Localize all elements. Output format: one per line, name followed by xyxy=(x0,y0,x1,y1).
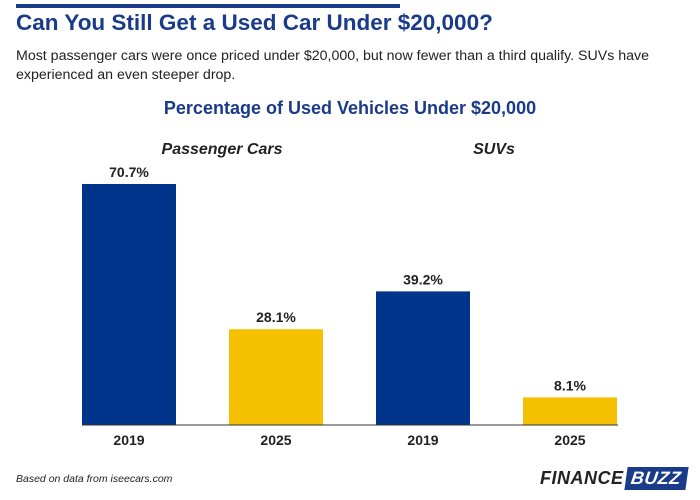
data-label-passenger-cars-2025: 28.1% xyxy=(256,309,296,325)
logo-buzz-text: BUZZ xyxy=(623,466,689,490)
chart-title: Percentage of Used Vehicles Under $20,00… xyxy=(163,98,537,118)
page-subtitle: Most passenger cars were once priced und… xyxy=(16,48,650,83)
x-tick-label-passenger-cars-2019: 2019 xyxy=(113,432,144,448)
financebuzz-logo: FINANCE BUZZ xyxy=(540,466,689,490)
logo-finance-text: FINANCE xyxy=(540,467,624,488)
group-label-passenger-cars: Passenger Cars xyxy=(162,141,283,158)
group-label-suvs: SUVs xyxy=(473,141,515,158)
bar-suvs-2019 xyxy=(376,291,470,425)
x-tick-label-passenger-cars-2025: 2025 xyxy=(260,432,291,448)
x-tick-label-suvs-2019: 2019 xyxy=(407,432,438,448)
title-accent-rule xyxy=(16,4,400,8)
page-title: Can You Still Get a Used Car Under $20,0… xyxy=(16,10,493,35)
data-label-suvs-2019: 39.2% xyxy=(403,271,443,287)
x-tick-label-suvs-2025: 2025 xyxy=(554,432,585,448)
source-note: Based on data from iseecars.com xyxy=(16,473,173,485)
data-label-suvs-2025: 8.1% xyxy=(554,377,586,393)
bar-passenger-cars-2019 xyxy=(82,184,176,425)
bar-suvs-2025 xyxy=(523,397,617,425)
bar-passenger-cars-2025 xyxy=(229,329,323,425)
data-label-passenger-cars-2019: 70.7% xyxy=(109,164,149,180)
